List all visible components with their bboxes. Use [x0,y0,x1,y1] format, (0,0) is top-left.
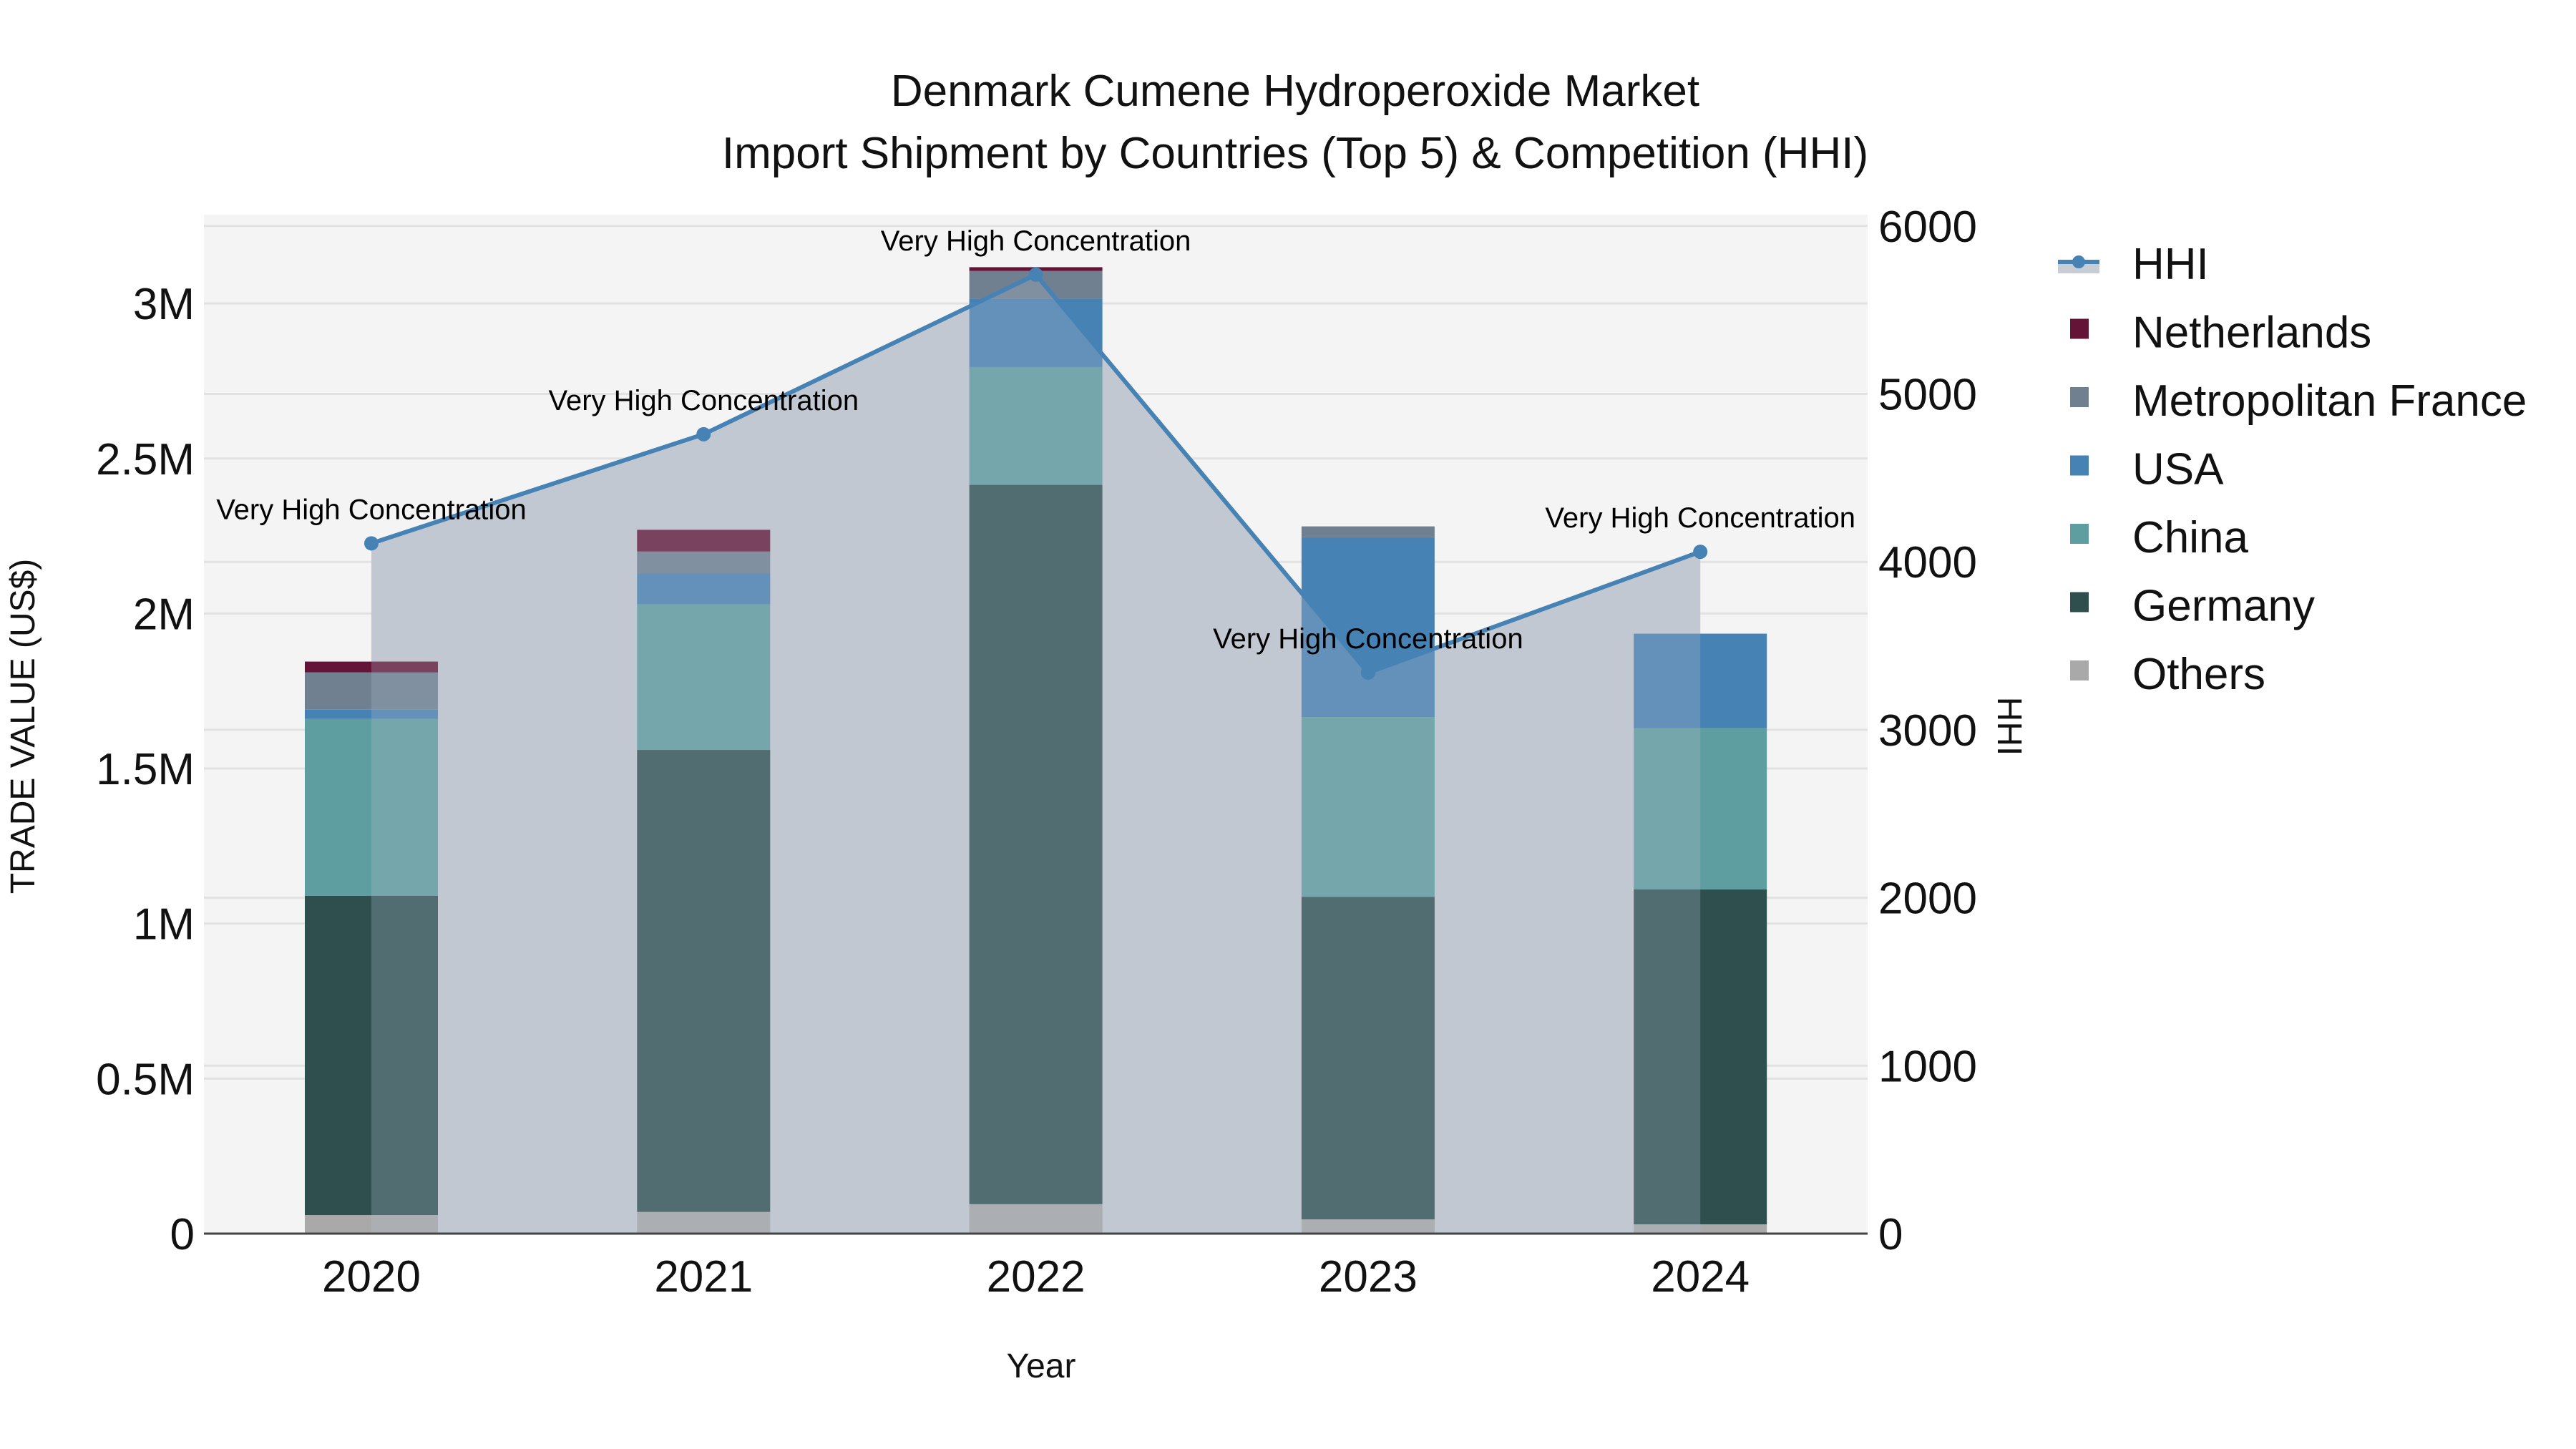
bar-segment-metropolitan-france [637,551,771,574]
bar-segment-usa [969,298,1103,367]
bar-segment-netherlands [637,530,771,552]
hhi-annotation: Very High Concentration [216,494,527,525]
legend-swatch-icon [2070,524,2089,544]
hhi-annotation: Very High Concentration [1545,502,1855,534]
bar-segment-netherlands [305,661,438,673]
legend-item-china[interactable]: China [2070,513,2249,562]
bar-segment-germany [1301,897,1435,1220]
bar-segment-metropolitan-france [305,672,438,710]
bar-segment-germany [1634,889,1767,1225]
legend-label: Germany [2132,582,2315,631]
bar-segment-usa [1301,537,1435,718]
x-tick-label: 2024 [1651,1252,1750,1302]
hhi-marker [364,536,379,551]
legend-swatch-icon [2070,660,2089,680]
y-left-tick-label: 2M [133,590,195,639]
legend-item-hhi[interactable]: HHI [2058,240,2209,289]
bar-segment-metropolitan-france [1301,526,1435,537]
y-left-tick-label: 3M [133,280,195,329]
legend-swatch-icon [2070,455,2089,476]
y-right-tick-label: 6000 [1878,203,1977,252]
hhi-marker [1360,665,1375,680]
x-tick-label: 2022 [987,1252,1085,1302]
hhi-marker [1693,545,1708,560]
y-right-tick-label: 4000 [1878,538,1977,587]
hhi-line [364,267,1708,680]
hhi-area-overlay [371,274,1701,1234]
y-left-tick-label: 2.5M [96,435,195,484]
y-right-tick-label: 3000 [1878,706,1977,756]
legend-swatch-icon [2070,592,2089,613]
bar-stack-2021 [637,530,771,1234]
legend-swatch-icon [2070,318,2089,339]
x-axis-ticks: 2020 2021 2022 2023 2024 [322,1252,1750,1302]
hhi-annotation: Very High Concentration [1213,623,1523,655]
hhi-marker [696,426,711,441]
hhi-annotations: Very High Concentration Very High Concent… [216,225,1855,655]
bar-stack-2022 [969,267,1103,1234]
chart-title-line2: Import Shipment by Countries (Top 5) & C… [722,129,1868,178]
legend-item-others[interactable]: Others [2070,650,2265,699]
y-axis-left-ticks: 0 0.5M 1M 1.5M 2M 2.5M 3M [96,280,195,1259]
hhi-marker [1028,267,1043,282]
bar-stack-2023 [1301,526,1435,1234]
bar-segment-germany [305,895,438,1216]
bar-segment-germany [969,484,1103,1204]
legend-label: Netherlands [2132,308,2371,358]
bar-segment-germany [637,750,771,1212]
bar-segment-others [1301,1219,1435,1234]
hhi-annotation: Very High Concentration [549,385,859,416]
bar-segment-china [1634,728,1767,890]
bar-segment-usa [305,709,438,719]
x-axis-title: Year [1007,1347,1076,1385]
y-right-tick-label: 1000 [1878,1042,1977,1091]
y-axis-left-title: TRADE VALUE (US$) [4,559,42,894]
y-right-tick-label: 0 [1878,1210,1903,1259]
bar-stack-2024 [1634,633,1767,1234]
hhi-annotation: Very High Concentration [881,225,1191,257]
legend-item-netherlands[interactable]: Netherlands [2070,308,2371,358]
y-right-tick-label: 5000 [1878,371,1977,420]
x-tick-label: 2021 [654,1252,753,1302]
bar-segment-usa [637,573,771,605]
y-axis-right-title: HHI [1990,697,2028,756]
y-left-tick-label: 1M [133,900,195,950]
y-left-tick-label: 1.5M [96,745,195,794]
x-tick-label: 2020 [322,1252,421,1302]
stacked-bars [305,267,1767,1234]
legend-label: HHI [2132,240,2209,289]
legend: HHI Netherlands Metropolitan France USA Chin… [2058,240,2527,699]
bar-segment-china [637,604,771,751]
bar-segment-china [305,718,438,896]
legend-label: China [2132,513,2249,562]
y-axis-right-ticks: 0 1000 2000 3000 4000 5000 6000 [1878,203,1977,1259]
bar-segment-china [969,366,1103,485]
bar-segment-china [1301,717,1435,897]
legend-swatch-icon [2070,387,2089,407]
chart-title-line1: Denmark Cumene Hydroperoxide Market [891,67,1699,116]
legend-label: USA [2132,445,2224,494]
bar-segment-others [969,1204,1103,1234]
legend-hhi-marker-icon [2072,255,2085,268]
bar-segment-others [637,1211,771,1234]
legend-item-germany[interactable]: Germany [2070,582,2315,631]
y-right-tick-label: 2000 [1878,874,1977,924]
y-left-tick-label: 0 [170,1210,195,1259]
bar-stack-2020 [305,661,438,1234]
bar-segment-others [305,1215,438,1234]
legend-item-metropolitan-france[interactable]: Metropolitan France [2070,376,2527,426]
legend-item-usa[interactable]: USA [2070,445,2224,494]
x-tick-label: 2023 [1319,1252,1418,1302]
legend-label: Metropolitan France [2132,376,2527,426]
hhi-area-overlay [371,274,1701,1234]
legend-label: Others [2132,650,2265,699]
y-left-tick-label: 0.5M [96,1055,195,1104]
bar-segment-usa [1634,633,1767,728]
bar-segment-others [1634,1224,1767,1234]
